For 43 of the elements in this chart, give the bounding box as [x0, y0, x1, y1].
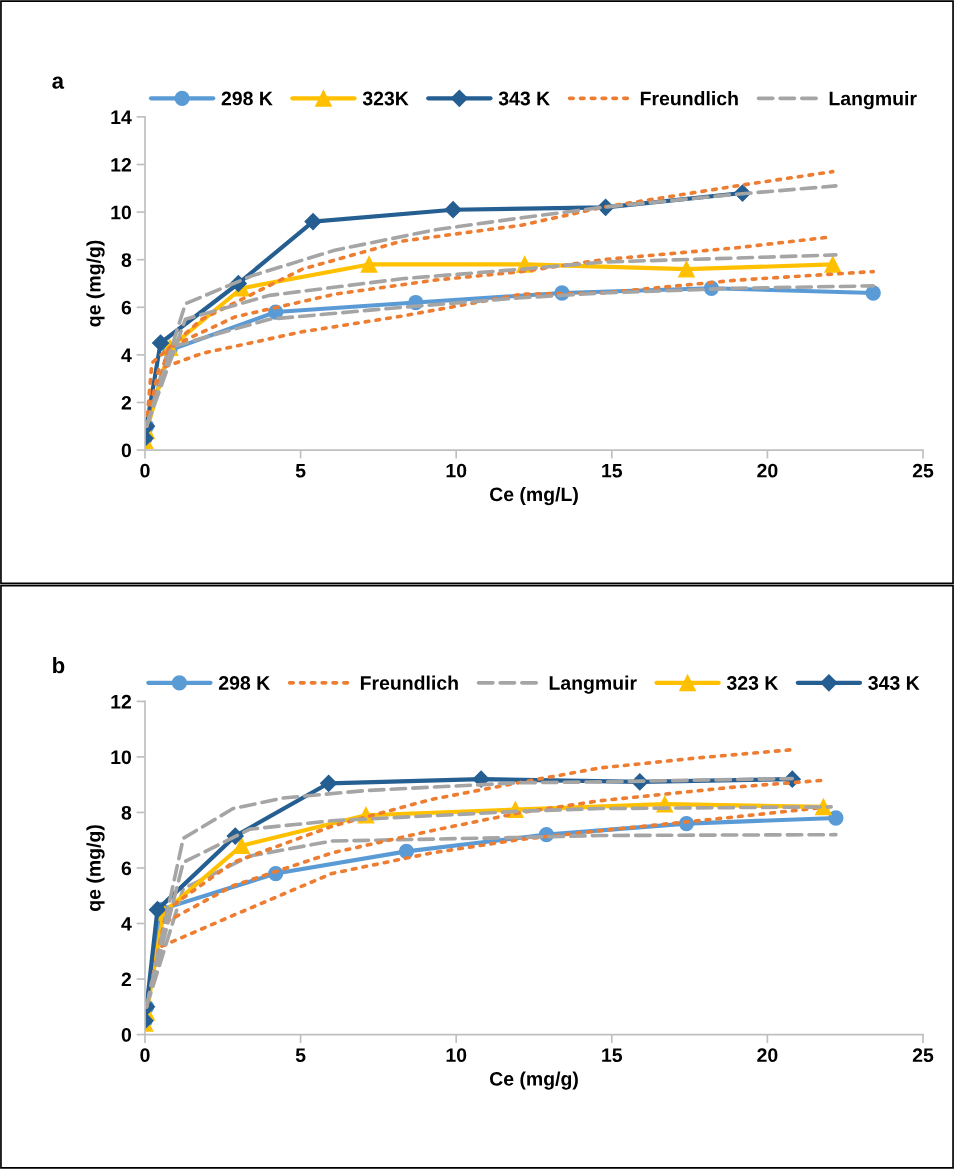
legend-label: Langmuir	[549, 675, 637, 694]
y-tick-label: 0	[121, 1028, 132, 1042]
x-tick-label: 15	[602, 1048, 623, 1063]
y-tick-label: 12	[111, 157, 132, 172]
x-tick-label: 0	[140, 1048, 150, 1063]
x-tick-label: 10	[446, 463, 467, 478]
y-tick-label: 4	[121, 917, 132, 931]
x-axis-title: Ce (mg/g)	[489, 1071, 578, 1090]
x-tick-label: 25	[912, 1048, 934, 1063]
legend-label: 323 K	[726, 676, 779, 690]
legend-label: 323K	[362, 91, 409, 106]
chart-title: b	[53, 656, 65, 674]
y-tick-label: 6	[121, 300, 132, 315]
x-tick-label: 5	[295, 463, 306, 478]
x-axis-title: Ce (mg/L)	[489, 486, 578, 506]
y-axis-title: qe (mg/g)	[86, 240, 105, 327]
y-tick-label: 6	[121, 861, 132, 876]
y-tick-label: 10	[111, 750, 132, 765]
legend-label: 343 K	[498, 91, 550, 106]
legend-label: Langmuir	[829, 91, 917, 110]
legend-label: Freundlich	[640, 91, 738, 106]
legend-label: 298 K	[221, 91, 273, 106]
y-tick-label: 14	[111, 110, 132, 124]
x-tick-label: 10	[446, 1048, 467, 1063]
legend-label: 298 K	[218, 676, 271, 690]
y-tick-label: 2	[121, 395, 132, 410]
y-tick-label: 8	[121, 805, 132, 820]
x-tick-label: 25	[912, 463, 934, 478]
y-tick-label: 12	[111, 694, 132, 709]
x-tick-label: 15	[602, 463, 623, 478]
y-tick-label: 0	[121, 443, 132, 458]
legend-label: 343 K	[868, 676, 920, 690]
x-tick-label: 5	[295, 1048, 306, 1063]
y-tick-label: 10	[111, 205, 132, 220]
y-tick-label: 4	[121, 348, 132, 362]
x-tick-label: 20	[757, 1048, 778, 1063]
y-axis-title: qe (mg/g)	[86, 825, 105, 911]
y-tick-label: 2	[121, 972, 132, 987]
legend-label: Freundlich	[360, 675, 458, 690]
chart-title: a	[52, 76, 65, 89]
x-tick-label: 0	[140, 463, 150, 478]
x-tick-label: 20	[757, 463, 778, 478]
y-tick-label: 8	[121, 253, 132, 267]
